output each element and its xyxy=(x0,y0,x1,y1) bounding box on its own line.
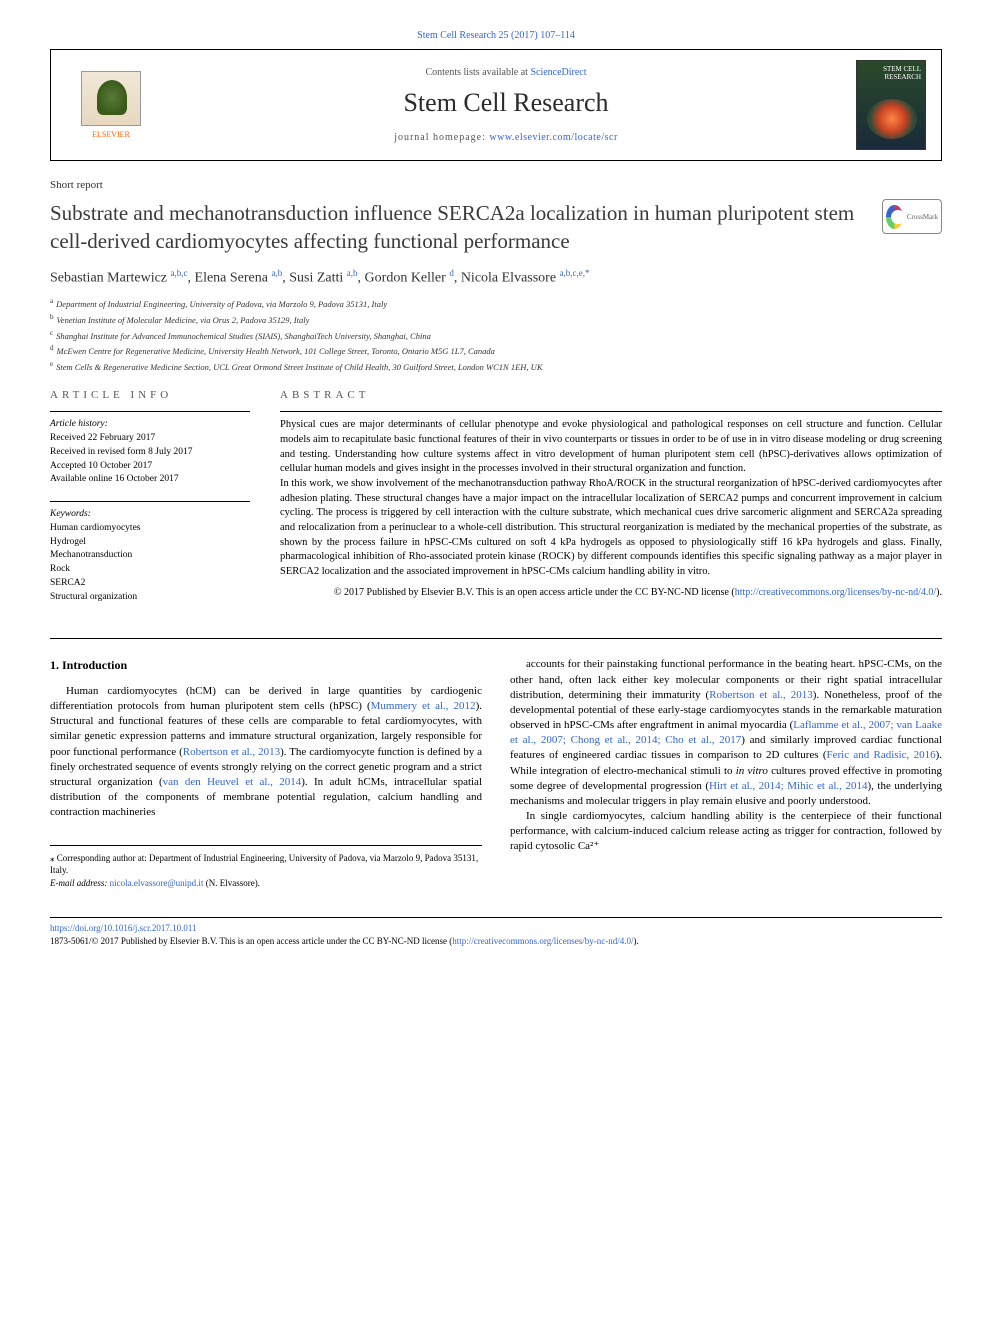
homepage-line: journal homepage: www.elsevier.com/locat… xyxy=(156,132,856,143)
article-type: Short report xyxy=(50,179,942,191)
journal-cover-thumbnail: STEM CELL RESEARCH xyxy=(856,60,926,150)
journal-name: Stem Cell Research xyxy=(156,88,856,118)
elsevier-label: ELSEVIER xyxy=(92,130,130,139)
issn-line: 1873-5061/© 2017 Published by Elsevier B… xyxy=(50,935,942,948)
keyword-item: SERCA2 xyxy=(50,577,250,591)
abstract-p2: In this work, we show involvement of the… xyxy=(280,477,942,580)
affiliations: aDepartment of Industrial Engineering, U… xyxy=(50,296,942,373)
page-container: Stem Cell Research 25 (2017) 107–114 ELS… xyxy=(0,0,992,987)
introduction-heading: 1. Introduction xyxy=(50,657,482,674)
affiliation-item: aDepartment of Industrial Engineering, U… xyxy=(50,296,942,311)
keyword-item: Human cardiomyocytes xyxy=(50,522,250,536)
journal-header: ELSEVIER Contents lists available at Sci… xyxy=(50,49,942,161)
footer-suffix: ). xyxy=(634,936,639,946)
affiliation-item: dMcEwen Centre for Regenerative Medicine… xyxy=(50,343,942,358)
corr-body: Corresponding author at: Department of I… xyxy=(50,853,478,876)
online-date: Available online 16 October 2017 xyxy=(50,473,250,487)
authors-list: Sebastian Martewicz a,b,c, Elena Serena … xyxy=(50,268,942,287)
top-citation: Stem Cell Research 25 (2017) 107–114 xyxy=(50,30,942,41)
corr-email-line: E-mail address: nicola.elvassore@unipd.i… xyxy=(50,877,482,890)
abstract-header: abstract xyxy=(280,389,942,401)
cover-text: STEM CELL RESEARCH xyxy=(883,65,921,81)
corresponding-author-block: ⁎ Corresponding author at: Department of… xyxy=(50,845,482,890)
page-footer: https://doi.org/10.1016/j.scr.2017.10.01… xyxy=(50,917,942,947)
abstract-copyright: © 2017 Published by Elsevier B.V. This i… xyxy=(280,586,942,600)
crossmark-label: CrossMark xyxy=(907,213,938,221)
keyword-item: Rock xyxy=(50,563,250,577)
body-col-right: accounts for their painstaking functiona… xyxy=(510,657,942,889)
crossmark-icon xyxy=(886,205,903,229)
homepage-prefix: journal homepage: xyxy=(394,132,489,143)
copyright-text: © 2017 Published by Elsevier B.V. This i… xyxy=(334,587,735,598)
corr-email-link[interactable]: nicola.elvassore@unipd.it xyxy=(110,878,204,888)
article-info-header: article info xyxy=(50,389,250,401)
contents-line: Contents lists available at ScienceDirec… xyxy=(156,67,856,78)
corr-text: ⁎ Corresponding author at: Department of… xyxy=(50,852,482,877)
title-row: Substrate and mechanotransduction influe… xyxy=(50,199,942,256)
contents-prefix: Contents lists available at xyxy=(425,67,530,78)
email-label: E-mail address: xyxy=(50,878,110,888)
article-info-col: article info Article history: Received 2… xyxy=(50,389,250,618)
keywords-block: Keywords: Human cardiomyocytesHydrogelMe… xyxy=(50,501,250,604)
intro-p2: accounts for their painstaking functiona… xyxy=(510,657,942,809)
keywords-label: Keywords: xyxy=(50,508,250,522)
received-date: Received 22 February 2017 xyxy=(50,432,250,446)
footer-cc-link[interactable]: http://creativecommons.org/licenses/by-n… xyxy=(452,936,633,946)
revised-date: Received in revised form 8 July 2017 xyxy=(50,446,250,460)
article-history: Article history: Received 22 February 20… xyxy=(50,411,250,487)
section-divider xyxy=(50,638,942,639)
copyright-suffix: ). xyxy=(936,587,942,598)
info-abstract-row: article info Article history: Received 2… xyxy=(50,389,942,618)
accepted-date: Accepted 10 October 2017 xyxy=(50,460,250,474)
doi-link[interactable]: https://doi.org/10.1016/j.scr.2017.10.01… xyxy=(50,923,197,933)
intro-p3: In single cardiomyocytes, calcium handli… xyxy=(510,809,942,855)
header-center: Contents lists available at ScienceDirec… xyxy=(156,67,856,143)
keyword-item: Hydrogel xyxy=(50,536,250,550)
sciencedirect-link[interactable]: ScienceDirect xyxy=(530,67,586,78)
elsevier-logo: ELSEVIER xyxy=(66,60,156,150)
affiliation-item: bVenetian Institute of Molecular Medicin… xyxy=(50,312,942,327)
corr-email-suffix: (N. Elvassore). xyxy=(203,878,259,888)
article-title: Substrate and mechanotransduction influe… xyxy=(50,199,862,256)
affiliation-item: eStem Cells & Regenerative Medicine Sect… xyxy=(50,359,942,374)
keyword-item: Mechanotransduction xyxy=(50,549,250,563)
keyword-item: Structural organization xyxy=(50,591,250,605)
keywords-list: Human cardiomyocytesHydrogelMechanotrans… xyxy=(50,522,250,605)
corr-star: ⁎ xyxy=(50,853,55,863)
footer-divider xyxy=(50,917,942,918)
crossmark-badge[interactable]: CrossMark xyxy=(882,199,942,234)
affiliation-item: cShanghai Institute for Advanced Immunoc… xyxy=(50,328,942,343)
issn-text: 1873-5061/© 2017 Published by Elsevier B… xyxy=(50,936,452,946)
abstract-p1: Physical cues are major determinants of … xyxy=(280,418,942,477)
abstract-col: abstract Physical cues are major determi… xyxy=(280,389,942,618)
history-label: Article history: xyxy=(50,418,250,432)
intro-p1: Human cardiomyocytes (hCM) can be derive… xyxy=(50,684,482,821)
body-columns: 1. Introduction Human cardiomyocytes (hC… xyxy=(50,657,942,889)
cc-license-link[interactable]: http://creativecommons.org/licenses/by-n… xyxy=(735,587,936,598)
body-col-left: 1. Introduction Human cardiomyocytes (hC… xyxy=(50,657,482,889)
elsevier-tree-icon xyxy=(81,71,141,126)
abstract-text: Physical cues are major determinants of … xyxy=(280,411,942,600)
homepage-link[interactable]: www.elsevier.com/locate/scr xyxy=(489,132,617,143)
